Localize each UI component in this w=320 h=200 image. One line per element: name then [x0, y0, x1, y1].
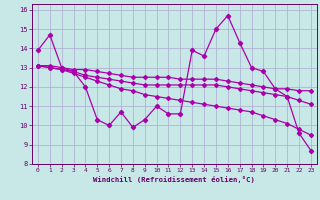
X-axis label: Windchill (Refroidissement éolien,°C): Windchill (Refroidissement éolien,°C): [93, 176, 255, 183]
